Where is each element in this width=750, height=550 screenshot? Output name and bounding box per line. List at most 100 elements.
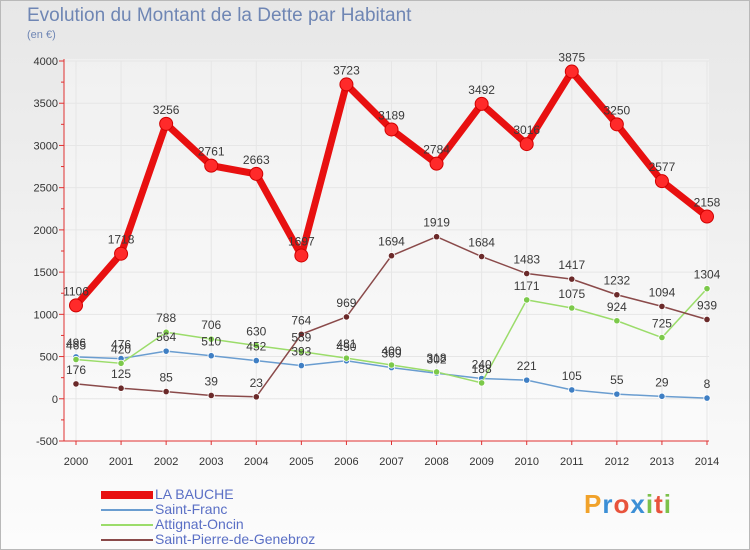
x-tick-label: 2009: [469, 456, 493, 468]
data-label: 3256: [153, 103, 180, 117]
data-label: 1919: [423, 216, 450, 230]
data-label: 3189: [378, 108, 405, 122]
legend-label: Saint-Pierre-de-Genebroz: [155, 531, 316, 547]
data-point: [429, 156, 444, 171]
data-label: 1483: [513, 253, 540, 267]
logo-letter: t: [654, 489, 664, 519]
data-point: [609, 117, 624, 132]
data-label: 1684: [468, 236, 495, 250]
data-label: 105: [562, 369, 582, 383]
data-label: 706: [201, 318, 221, 332]
data-point: [568, 304, 576, 312]
data-point: [342, 354, 351, 362]
y-tick-label: 1000: [34, 309, 58, 321]
x-tick-label: 2002: [154, 456, 178, 468]
data-label: 176: [66, 363, 86, 377]
data-label: 452: [246, 340, 266, 354]
data-label: 1075: [558, 287, 585, 301]
data-point: [339, 77, 354, 92]
data-point: [72, 380, 80, 388]
data-point: [568, 275, 576, 283]
y-tick-label: 500: [40, 352, 58, 364]
data-label: 630: [246, 325, 266, 339]
data-label: 393: [291, 345, 311, 359]
data-label: 1718: [108, 233, 135, 247]
data-point: [204, 158, 219, 173]
data-point: [294, 248, 309, 263]
data-point: [474, 96, 489, 111]
data-label: 476: [111, 338, 131, 352]
data-point: [478, 379, 486, 387]
data-point: [252, 393, 260, 401]
legend-label: LA BAUCHE: [155, 486, 234, 502]
data-point: [387, 252, 396, 260]
data-label: 23: [250, 376, 264, 390]
logo-letter: i: [645, 489, 655, 519]
x-tick-label: 2008: [424, 456, 448, 468]
data-label: 1232: [604, 274, 631, 288]
chart-title: Evolution du Montant de la Dette par Hab…: [27, 5, 412, 26]
data-label: 8: [704, 377, 711, 391]
data-point: [523, 376, 531, 384]
y-tick-label: 0: [52, 394, 58, 406]
data-point: [658, 392, 666, 400]
x-tick-label: 2014: [695, 456, 719, 468]
data-label: 420: [111, 342, 131, 356]
data-point: [342, 313, 351, 321]
data-point: [703, 285, 711, 293]
y-tick-label: 2500: [34, 183, 58, 195]
data-label: 1106: [63, 284, 89, 298]
x-tick-label: 2010: [514, 456, 538, 468]
data-label: 3250: [604, 103, 631, 117]
x-tick-label: 2013: [650, 456, 674, 468]
data-label: 450: [336, 340, 356, 354]
data-label: 2784: [423, 143, 450, 157]
data-label: 788: [156, 311, 176, 325]
data-label: 939: [697, 298, 717, 312]
data-point: [519, 137, 534, 152]
x-tick-label: 2004: [244, 456, 268, 468]
data-label: 369: [381, 347, 401, 361]
x-tick-label: 2006: [334, 456, 358, 468]
x-tick-label: 2011: [560, 456, 584, 468]
data-point: [613, 390, 621, 398]
data-label: 2761: [198, 145, 225, 159]
data-point: [703, 394, 711, 402]
data-label: 400: [381, 344, 401, 358]
legend-swatch: [101, 491, 153, 499]
data-label: 302: [427, 352, 447, 366]
data-point: [387, 361, 396, 369]
y-tick-label: 4000: [34, 56, 58, 68]
chart-subtitle: (en €): [27, 29, 56, 41]
data-label: 3016: [513, 123, 540, 137]
data-point: [117, 384, 125, 392]
data-label: 221: [517, 359, 537, 373]
data-point: [654, 174, 669, 189]
series-attignat-oncin: [72, 285, 711, 387]
data-point: [478, 252, 486, 261]
data-label: 481: [336, 337, 356, 351]
data-label: 725: [652, 317, 672, 331]
data-point: [252, 357, 260, 365]
legend-swatch: [101, 524, 153, 526]
data-label: 1304: [694, 268, 721, 282]
x-tick-label: 2000: [64, 456, 88, 468]
x-tick-label: 2005: [289, 456, 313, 468]
data-label: 318: [427, 351, 447, 365]
data-point: [700, 209, 714, 224]
data-point: [384, 122, 399, 137]
data-point: [658, 333, 666, 342]
data-point: [114, 246, 129, 261]
data-label: 764: [291, 313, 311, 327]
data-point: [523, 296, 531, 304]
y-tick-label: 2000: [34, 225, 58, 237]
data-point: [297, 361, 305, 370]
logo-letter: o: [613, 489, 631, 519]
data-point: [207, 391, 215, 400]
data-label: 188: [472, 362, 492, 376]
data-point: [207, 352, 215, 360]
data-label: 465: [66, 339, 86, 353]
data-label: 240: [472, 358, 492, 372]
data-point: [658, 302, 666, 310]
